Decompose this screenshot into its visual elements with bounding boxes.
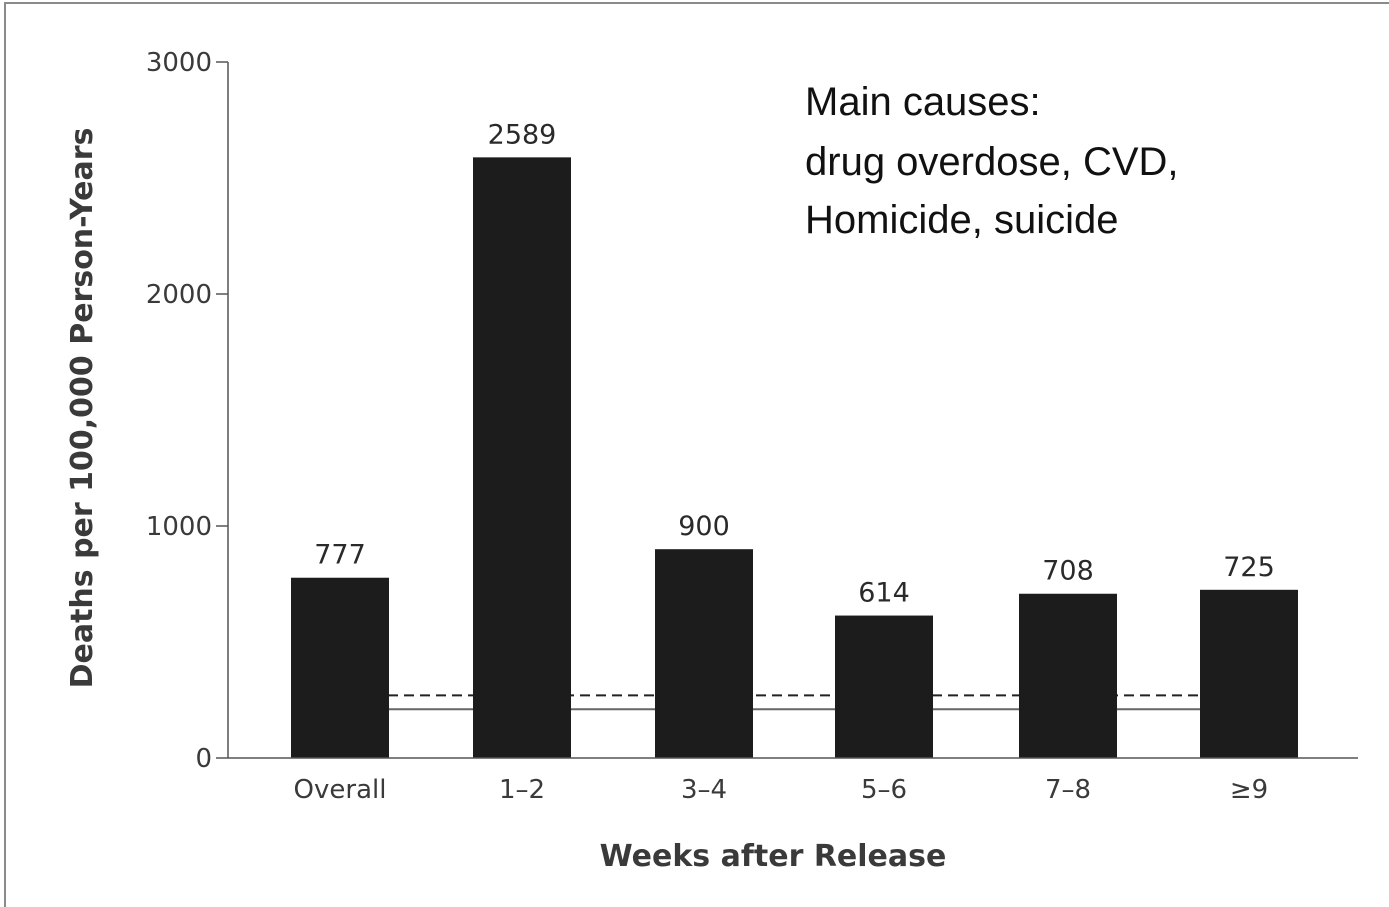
bar-3 <box>655 549 753 758</box>
bar-6 <box>1200 589 1298 758</box>
value-label-3: 900 <box>678 511 730 542</box>
x-tick-label-4: 5–6 <box>861 775 907 805</box>
y-axis-title: Deaths per 100,000 Person-Years <box>65 128 100 689</box>
x-tick-label-2: 1–2 <box>499 775 545 805</box>
x-tick-labels: Overall 1–2 3–4 5–6 7–8 ≥9 <box>294 775 1269 805</box>
value-label-5: 708 <box>1042 556 1094 587</box>
y-tick-label: 1000 <box>146 512 212 542</box>
bars <box>291 157 1298 759</box>
value-label-1: 777 <box>314 540 366 571</box>
figure-frame <box>4 2 1389 907</box>
bar-4 <box>835 615 933 758</box>
bar-1 <box>291 577 389 758</box>
x-tick-label-3: 3–4 <box>681 775 727 805</box>
x-tick-label-6: ≥9 <box>1230 775 1268 805</box>
y-ticks: 0 1000 2000 3000 <box>146 48 228 774</box>
annotation-line-3: Homicide, suicide <box>805 198 1118 242</box>
bar-2 <box>473 157 571 759</box>
x-axis-title: Weeks after Release <box>600 839 947 874</box>
annotation: Main causes: drug overdose, CVD, Homicid… <box>805 80 1179 242</box>
x-tick-label-1: Overall <box>294 775 387 805</box>
y-tick-label: 0 <box>195 744 212 774</box>
value-label-2: 2589 <box>488 119 557 150</box>
x-tick-label-5: 7–8 <box>1045 775 1091 805</box>
value-labels: 777 2589 900 614 708 725 <box>314 119 1275 608</box>
annotation-line-1: Main causes: <box>805 80 1041 124</box>
bar-5 <box>1019 593 1117 758</box>
y-tick-label: 3000 <box>146 48 212 78</box>
value-label-6: 725 <box>1223 552 1275 583</box>
value-label-4: 614 <box>858 578 910 609</box>
annotation-line-2: drug overdose, CVD, <box>805 140 1179 184</box>
y-tick-label: 2000 <box>146 280 212 310</box>
